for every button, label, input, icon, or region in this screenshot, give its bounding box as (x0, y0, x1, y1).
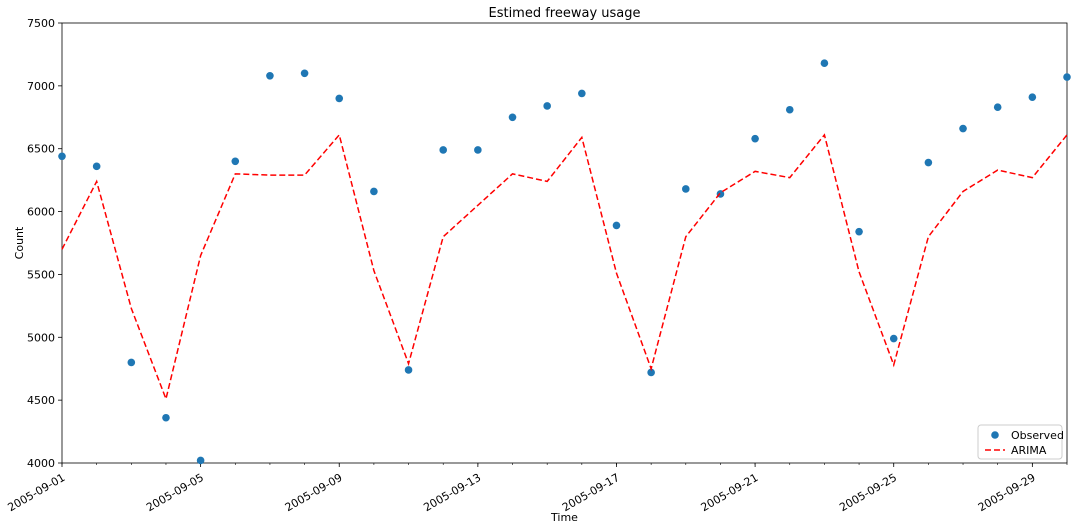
observed-point (751, 134, 759, 143)
observed-point (439, 146, 448, 154)
y-tick-label: 5500 (27, 268, 55, 281)
observed-point (855, 227, 863, 236)
x-tick-label: 2005-09-01 (5, 471, 67, 514)
legend-label: ARIMA (1011, 444, 1047, 457)
observed-point (474, 146, 482, 154)
x-tick-label: 2005-09-29 (976, 471, 1038, 514)
x-axis: 2005-09-01 2005-09-05 2005-09-09 2005-09-13… (5, 463, 1068, 514)
observed-point (127, 358, 136, 367)
observed-point (162, 413, 170, 422)
series-arima (61, 133, 1068, 402)
plot-frame (61, 22, 1068, 464)
y-tick-label: 6500 (27, 143, 55, 156)
y-tick-label: 4000 (27, 457, 55, 470)
observed-point (612, 221, 621, 230)
legend: Observed ARIMA (977, 424, 1064, 460)
series-observed (58, 59, 1071, 465)
observed-point (993, 103, 1002, 112)
y-axis-label: Count (13, 226, 26, 259)
observed-point (543, 102, 551, 110)
y-tick-label: 7000 (27, 80, 55, 93)
observed-point (578, 89, 586, 98)
y-tick-label: 6000 (27, 206, 55, 219)
observed-point (1063, 73, 1071, 81)
x-tick-label: 2005-09-13 (421, 471, 483, 514)
legend-label: Observed (1011, 429, 1064, 442)
x-tick-label: 2005-09-21 (699, 471, 761, 514)
y-axis: 4000 4500 5000 5500 6000 6500 7000 7500 (27, 17, 62, 470)
y-tick-label: 5000 (27, 331, 55, 344)
x-axis-label: Time (550, 511, 578, 524)
observed-point (681, 185, 690, 193)
x-tick-label: 2005-09-05 (144, 471, 206, 514)
observed-point (266, 72, 274, 80)
observed-point (335, 94, 344, 103)
x-tick-label: 2005-09-25 (837, 471, 899, 514)
observed-point (231, 157, 240, 166)
observed-point (58, 152, 66, 161)
observed-point (889, 334, 898, 343)
observed-point (404, 366, 413, 374)
arima-line (61, 133, 1068, 402)
x-tick-label: 2005-09-17 (560, 471, 622, 514)
observed-point (820, 59, 829, 68)
observed-point (92, 162, 101, 171)
x-tick-label: 2005-09-09 (283, 471, 345, 514)
y-tick-label: 7500 (27, 17, 55, 30)
observed-point (785, 105, 794, 114)
observed-point (647, 368, 655, 377)
observed-point (370, 187, 378, 196)
observed-point (1028, 93, 1037, 101)
observed-point (508, 113, 517, 122)
series-layer (58, 59, 1071, 465)
chart-title: Estimed freeway usage (488, 6, 640, 21)
observed-point (196, 456, 205, 465)
legend-swatch-observed (991, 431, 999, 439)
observed-point (924, 158, 933, 167)
observed-point (300, 69, 309, 78)
y-tick-label: 4500 (27, 394, 55, 407)
plot-area (61, 22, 1068, 464)
observed-point (959, 124, 967, 133)
